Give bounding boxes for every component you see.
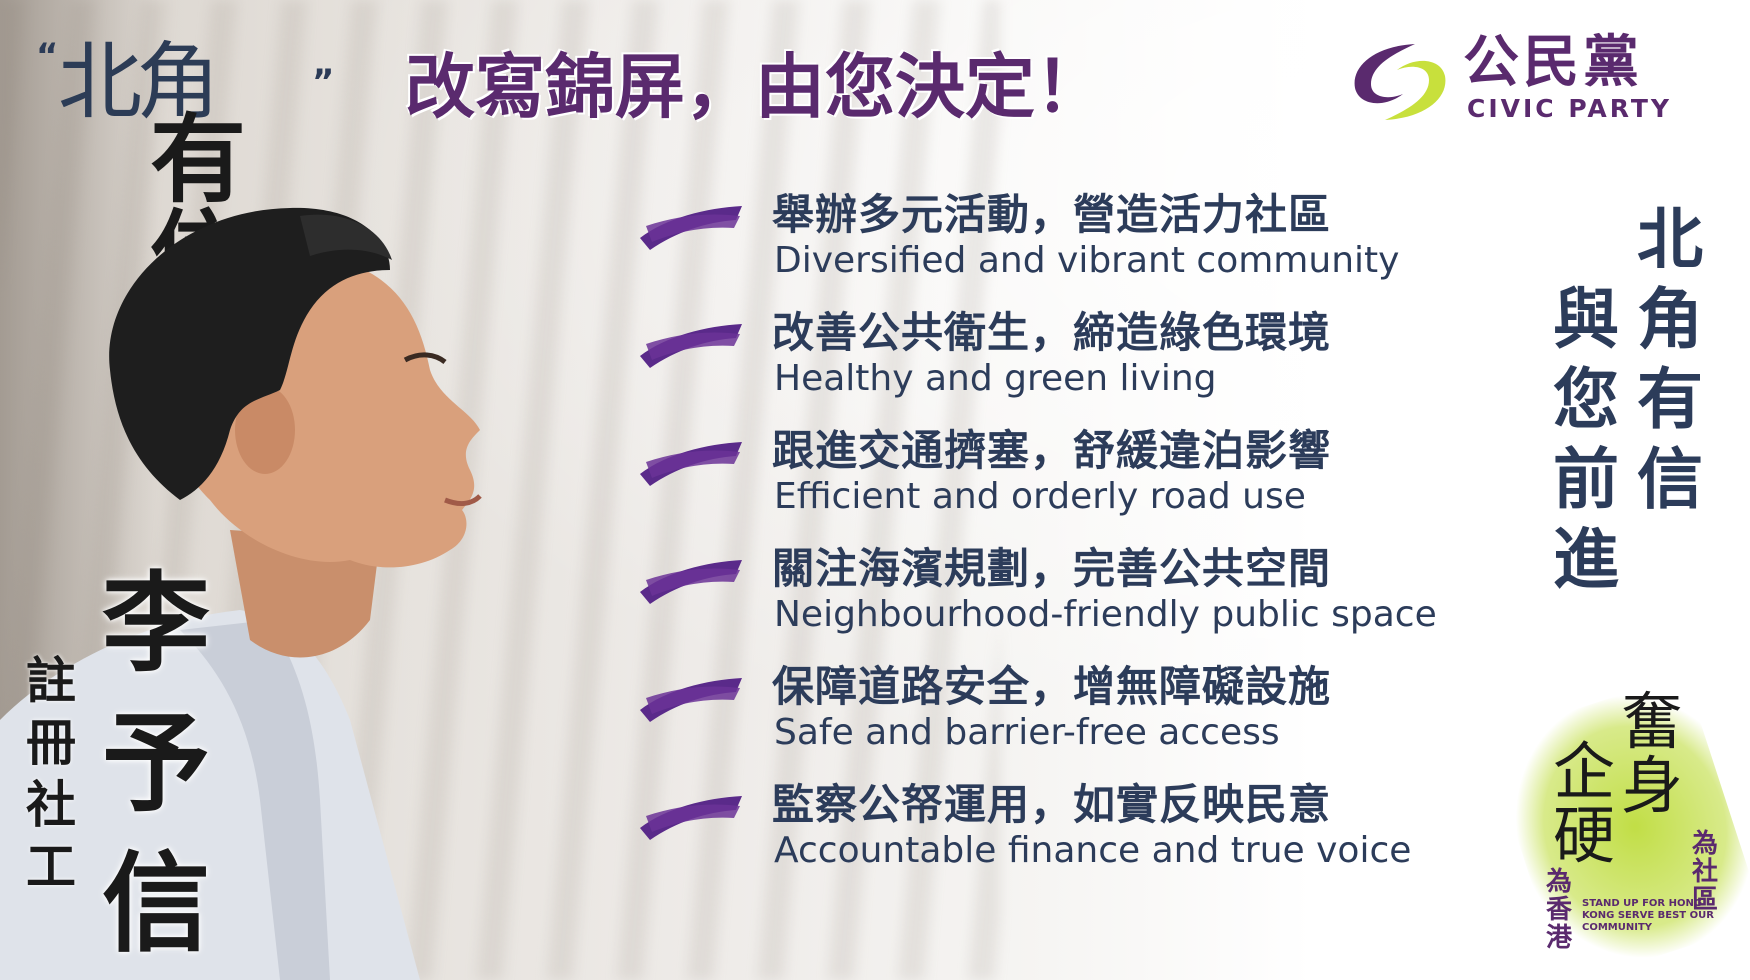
- candidate-photo: [0, 207, 482, 980]
- slogan-column-2: 與 您 前 進: [1546, 280, 1626, 600]
- purple-brush-stroke-icon: [640, 678, 742, 722]
- platform-item-en: Accountable finance and true voice: [774, 830, 1412, 871]
- platform-item: 跟進交通擠塞，舒緩違泊影響 Efficient and orderly road…: [630, 426, 1530, 536]
- brand-open-quote: “: [36, 36, 59, 76]
- slogan-char: 有: [1637, 361, 1703, 438]
- slogan-char: 與: [1553, 281, 1619, 358]
- seal-chars-b: 企硬: [1552, 735, 1615, 872]
- candidate-name-char: 予: [101, 702, 210, 827]
- party-logo: 公民黨 CIVIC PARTY: [1345, 30, 1705, 130]
- slogan-char: 北: [1637, 201, 1703, 278]
- candidate-title-char: 社: [26, 776, 76, 834]
- platform-item-en: Healthy and green living: [774, 358, 1217, 399]
- seal-chars-a: 奮身: [1620, 685, 1683, 822]
- candidate-title-char: 冊: [26, 714, 76, 772]
- brand-close-quote: ”: [312, 62, 335, 102]
- platform-item-zh: 舉辦多元活動，營造活力社區: [772, 190, 1332, 239]
- platform-item: 改善公共衛生，締造綠色環境 Healthy and green living: [630, 308, 1530, 418]
- platform-item-zh: 改善公共衛生，締造綠色環境: [772, 308, 1332, 357]
- slogan-char: 進: [1553, 521, 1619, 598]
- seal-side-b: 為香港: [1545, 867, 1572, 953]
- headline: 改寫錦屏，由您決定！: [405, 46, 1105, 128]
- platform-item: 關注海濱規劃，完善公共空間 Neighbourhood-friendly pub…: [630, 544, 1530, 654]
- purple-brush-stroke-icon: [640, 324, 742, 368]
- civic-party-swoosh-icon: [1354, 44, 1446, 120]
- candidate-name-char: 李: [101, 562, 210, 687]
- candidate-name-char: 信: [101, 842, 210, 967]
- purple-brush-stroke-icon: [640, 206, 742, 250]
- purple-brush-stroke-icon: [640, 560, 742, 604]
- platform-item: 保障道路安全，增無障礙設施 Safe and barrier-free acce…: [630, 662, 1530, 772]
- campaign-seal: 奮身 企硬 為社區 為香港 STAND UP FOR HONG KONG SER…: [1484, 673, 1750, 980]
- platform-item-zh: 監察公帑運用，如實反映民意: [772, 780, 1332, 829]
- candidate-title-char: 工: [26, 838, 76, 896]
- brand-line-1: 北角: [58, 33, 220, 131]
- platform-item-zh: 保障道路安全，增無障礙設施: [772, 662, 1332, 711]
- slogan-char: 角: [1637, 281, 1703, 358]
- candidate-title: 註 冊 社 工: [20, 650, 82, 898]
- seal-side-a: 為社區: [1691, 829, 1718, 915]
- party-name-en: CIVIC PARTY: [1467, 94, 1673, 123]
- platform-item-zh: 跟進交通擠塞，舒緩違泊影響: [772, 426, 1332, 475]
- platform-item: 舉辦多元活動，營造活力社區 Diversified and vibrant co…: [630, 190, 1530, 300]
- platform-item-en: Neighbourhood-friendly public space: [774, 594, 1437, 635]
- purple-brush-stroke-icon: [640, 442, 742, 486]
- green-ink-blot: [1484, 673, 1750, 980]
- slogan-column-1: 北 角 有 信: [1630, 200, 1710, 520]
- candidate-title-char: 註: [26, 652, 76, 710]
- platform-item: 監察公帑運用，如實反映民意 Accountable finance and tr…: [630, 780, 1530, 890]
- candidate-name: 李 予 信: [96, 555, 216, 975]
- platform-item-en: Efficient and orderly road use: [774, 476, 1306, 517]
- platform-list: 舉辦多元活動，營造活力社區 Diversified and vibrant co…: [630, 190, 1530, 950]
- seal-english: STAND UP FOR HONG KONG SERVE BEST OUR CO…: [1582, 898, 1714, 933]
- party-name-zh: 公民黨: [1463, 30, 1643, 95]
- slogan-char: 您: [1553, 361, 1619, 438]
- purple-brush-stroke-icon: [640, 796, 742, 840]
- slogan-char: 前: [1553, 441, 1619, 518]
- platform-item-zh: 關注海濱規劃，完善公共空間: [772, 544, 1332, 593]
- slogan-char: 信: [1637, 441, 1703, 518]
- platform-item-en: Safe and barrier-free access: [774, 712, 1280, 753]
- platform-item-en: Diversified and vibrant community: [774, 240, 1400, 281]
- brand-logo: “ 北角 有信 ”: [30, 22, 340, 304]
